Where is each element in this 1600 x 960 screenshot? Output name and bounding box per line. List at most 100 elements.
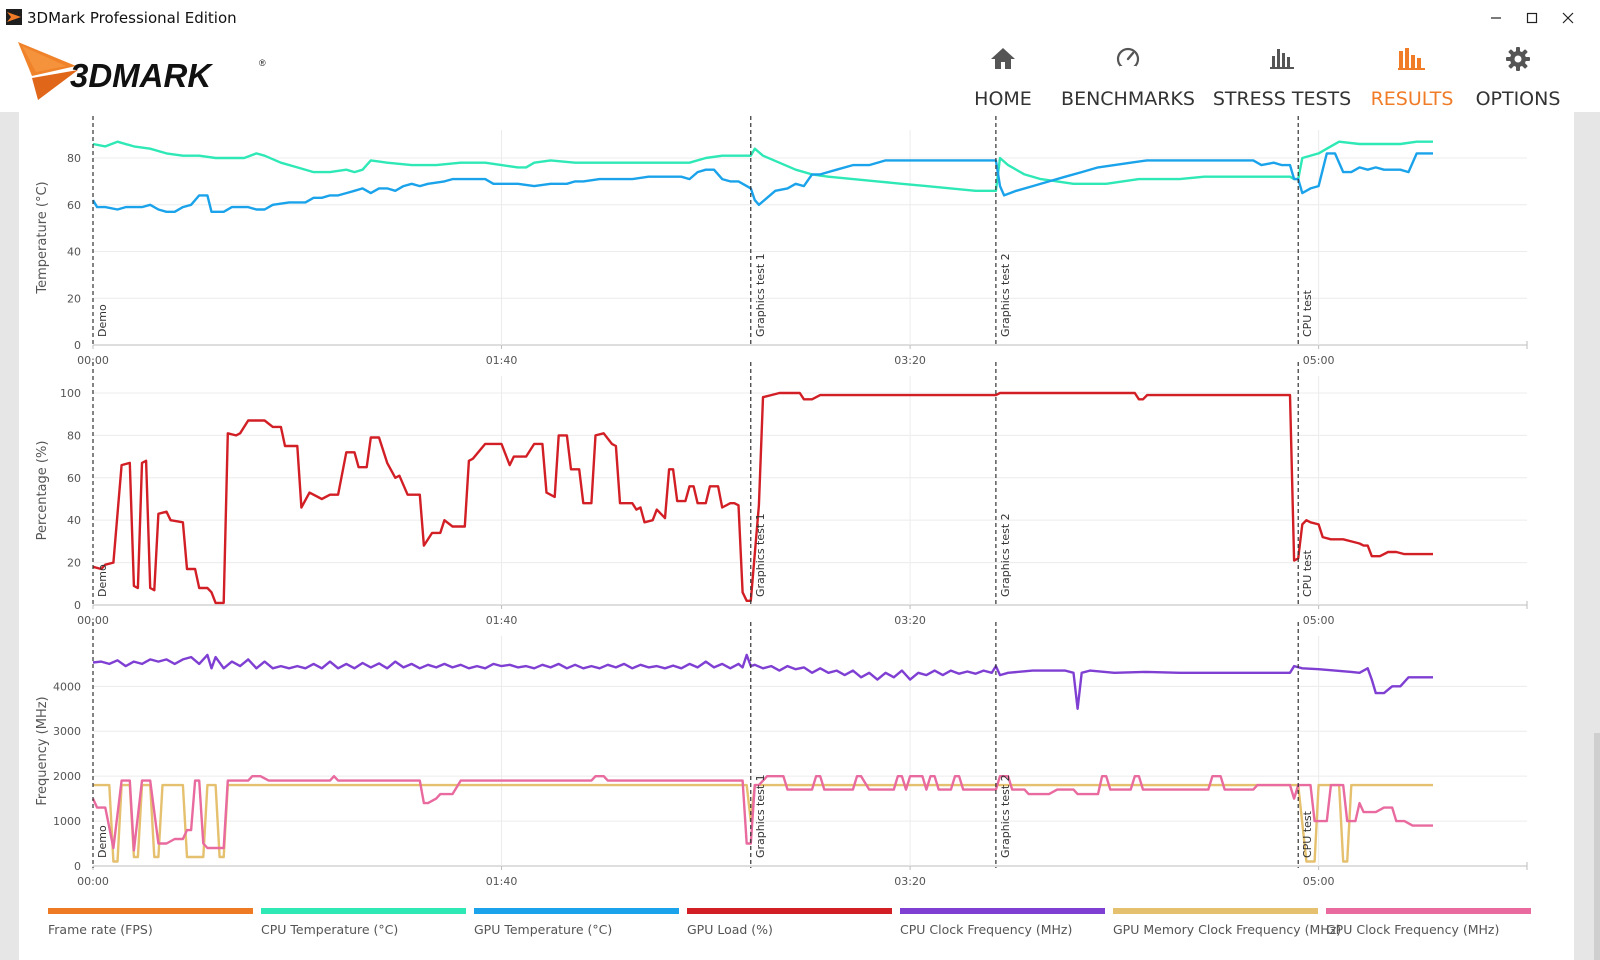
nav-benchmarks-label: BENCHMARKS bbox=[1061, 88, 1195, 110]
legend-cpu-temperature[interactable]: CPU Temperature (°C) bbox=[261, 908, 466, 940]
legend-label: GPU Temperature (°C) bbox=[474, 922, 613, 937]
y-tick-label: 40 bbox=[67, 246, 81, 259]
y-tick-label: 4000 bbox=[53, 680, 81, 693]
gear-icon bbox=[1506, 47, 1530, 71]
y-tick-label: 1000 bbox=[53, 815, 81, 828]
y-tick-label: 100 bbox=[60, 387, 81, 400]
x-tick-label: 05:00 bbox=[1303, 875, 1335, 888]
legend-label: GPU Memory Clock Frequency (MHz) bbox=[1113, 922, 1342, 937]
legend-frame-rate[interactable]: Frame rate (FPS) bbox=[48, 908, 253, 940]
app-icon bbox=[6, 9, 22, 25]
test-marker-label: CPU test bbox=[1301, 810, 1314, 858]
y-tick-label: 0 bbox=[74, 860, 81, 873]
title-bar: 3DMark Professional Edition bbox=[0, 0, 1600, 36]
x-tick-label: 01:40 bbox=[486, 354, 518, 367]
maximize-icon bbox=[1526, 12, 1538, 24]
y-tick-label: 20 bbox=[67, 557, 81, 570]
x-tick-label: 03:20 bbox=[894, 354, 926, 367]
scrollbar-thumb[interactable] bbox=[1594, 733, 1600, 960]
x-tick-label: 01:40 bbox=[486, 875, 518, 888]
legend-label: CPU Temperature (°C) bbox=[261, 922, 399, 937]
y-axis-label: Percentage (%) bbox=[35, 441, 50, 541]
x-tick-label: 03:20 bbox=[894, 875, 926, 888]
chart-legend: Frame rate (FPS) CPU Temperature (°C) GP… bbox=[48, 908, 1588, 940]
test-marker-label: Graphics test 1 bbox=[754, 513, 767, 597]
legend-swatch bbox=[1113, 908, 1318, 914]
3dmark-logo-icon: 3DMARK ® bbox=[18, 42, 266, 100]
nav-results[interactable]: RESULTS bbox=[1362, 44, 1462, 110]
test-marker-label: Graphics test 2 bbox=[999, 513, 1012, 597]
nav-stress-tests-label: STRESS TESTS bbox=[1212, 88, 1352, 110]
series-line-gpu-load bbox=[92, 391, 1433, 605]
legend-swatch bbox=[1326, 908, 1531, 914]
logo-registered-mark: ® bbox=[259, 58, 266, 68]
maximize-button[interactable] bbox=[1512, 6, 1552, 30]
close-icon bbox=[1562, 12, 1574, 24]
results-bars-icon bbox=[1398, 48, 1425, 70]
chart-panel-1: 0 20 40 60 80 00:00 01:40 03:20 05:00 Temperature… bbox=[35, 116, 1528, 367]
legend-swatch bbox=[48, 908, 253, 914]
test-marker-label: Demo bbox=[96, 304, 109, 337]
test-marker-label: Demo bbox=[96, 564, 109, 597]
y-tick-label: 20 bbox=[67, 292, 81, 305]
left-gutter bbox=[0, 112, 19, 960]
test-marker-label: Demo bbox=[96, 825, 109, 858]
x-tick-label: 05:00 bbox=[1303, 614, 1335, 627]
legend-cpu-clock[interactable]: CPU Clock Frequency (MHz) bbox=[900, 908, 1105, 940]
nav-results-label: RESULTS bbox=[1370, 88, 1454, 110]
series-line-cpu-clock-frequency-mhz bbox=[92, 653, 1433, 710]
y-tick-label: 80 bbox=[67, 429, 81, 442]
nav-benchmarks[interactable]: BENCHMARKS bbox=[1058, 44, 1198, 110]
logo: 3DMARK ® bbox=[18, 42, 278, 107]
y-tick-label: 40 bbox=[67, 514, 81, 527]
legend-label: GPU Clock Frequency (MHz) bbox=[1326, 922, 1500, 937]
test-marker-label: Graphics test 1 bbox=[754, 253, 767, 337]
nav-home[interactable]: HOME bbox=[963, 44, 1043, 110]
test-marker-label: CPU test bbox=[1301, 549, 1314, 597]
nav-stress-tests[interactable]: STRESS TESTS bbox=[1212, 44, 1352, 110]
series-line-cpu-temperature-c bbox=[92, 140, 1433, 192]
nav-home-label: HOME bbox=[974, 88, 1032, 110]
results-content bbox=[0, 112, 1600, 960]
x-tick-label: 00:00 bbox=[77, 875, 109, 888]
y-tick-label: 60 bbox=[67, 472, 81, 485]
test-marker-label: Graphics test 2 bbox=[999, 774, 1012, 858]
y-tick-label: 3000 bbox=[53, 725, 81, 738]
home-icon bbox=[991, 48, 1015, 69]
x-tick-label: 03:20 bbox=[894, 614, 926, 627]
y-tick-label: 80 bbox=[67, 152, 81, 165]
series-line-gpu-temperature-c bbox=[91, 152, 1433, 213]
window-title: 3DMark Professional Edition bbox=[27, 9, 237, 27]
bar-graph-icon bbox=[1270, 49, 1294, 69]
y-axis-label: Temperature (°C) bbox=[35, 181, 50, 294]
nav-options[interactable]: OPTIONS bbox=[1468, 44, 1568, 110]
y-tick-label: 2000 bbox=[53, 770, 81, 783]
legend-label: CPU Clock Frequency (MHz) bbox=[900, 922, 1073, 937]
legend-label: GPU Load (%) bbox=[687, 922, 773, 937]
y-axis-label: Frequency (MHz) bbox=[35, 696, 50, 805]
test-marker-label: CPU test bbox=[1301, 289, 1314, 337]
legend-swatch bbox=[474, 908, 679, 914]
y-tick-label: 60 bbox=[67, 199, 81, 212]
y-tick-label: 0 bbox=[74, 599, 81, 612]
series-line-gpu-clock-frequency-mhz bbox=[91, 775, 1433, 852]
legend-gpu-temperature[interactable]: GPU Temperature (°C) bbox=[474, 908, 679, 940]
legend-swatch bbox=[687, 908, 892, 914]
chart-panel-2: 0 20 40 60 80 100 00:00 01:40 03:20 05:00 Percenta… bbox=[35, 362, 1528, 627]
logo-text: 3DMARK bbox=[70, 57, 213, 94]
legend-swatch bbox=[900, 908, 1105, 914]
chart-panel-3: 0 1000 2000 3000 4000 00:00 01:40 03:20 05:00 Fre… bbox=[35, 622, 1528, 888]
x-tick-label: 00:00 bbox=[77, 354, 109, 367]
app-header: 3DMARK ® HOME BENCHMARKS STRESS TESTS bbox=[0, 36, 1600, 112]
legend-gpu-memory-clock[interactable]: GPU Memory Clock Frequency (MHz) bbox=[1113, 908, 1341, 940]
x-tick-label: 05:00 bbox=[1303, 354, 1335, 367]
close-button[interactable] bbox=[1548, 6, 1588, 30]
legend-gpu-load[interactable]: GPU Load (%) bbox=[687, 908, 892, 940]
test-marker-label: Graphics test 2 bbox=[999, 253, 1012, 337]
legend-label: Frame rate (FPS) bbox=[48, 922, 153, 937]
legend-gpu-clock[interactable]: GPU Clock Frequency (MHz) bbox=[1326, 908, 1531, 940]
x-tick-label: 01:40 bbox=[486, 614, 518, 627]
x-tick-label: 00:00 bbox=[77, 614, 109, 627]
minimize-button[interactable] bbox=[1476, 6, 1516, 30]
